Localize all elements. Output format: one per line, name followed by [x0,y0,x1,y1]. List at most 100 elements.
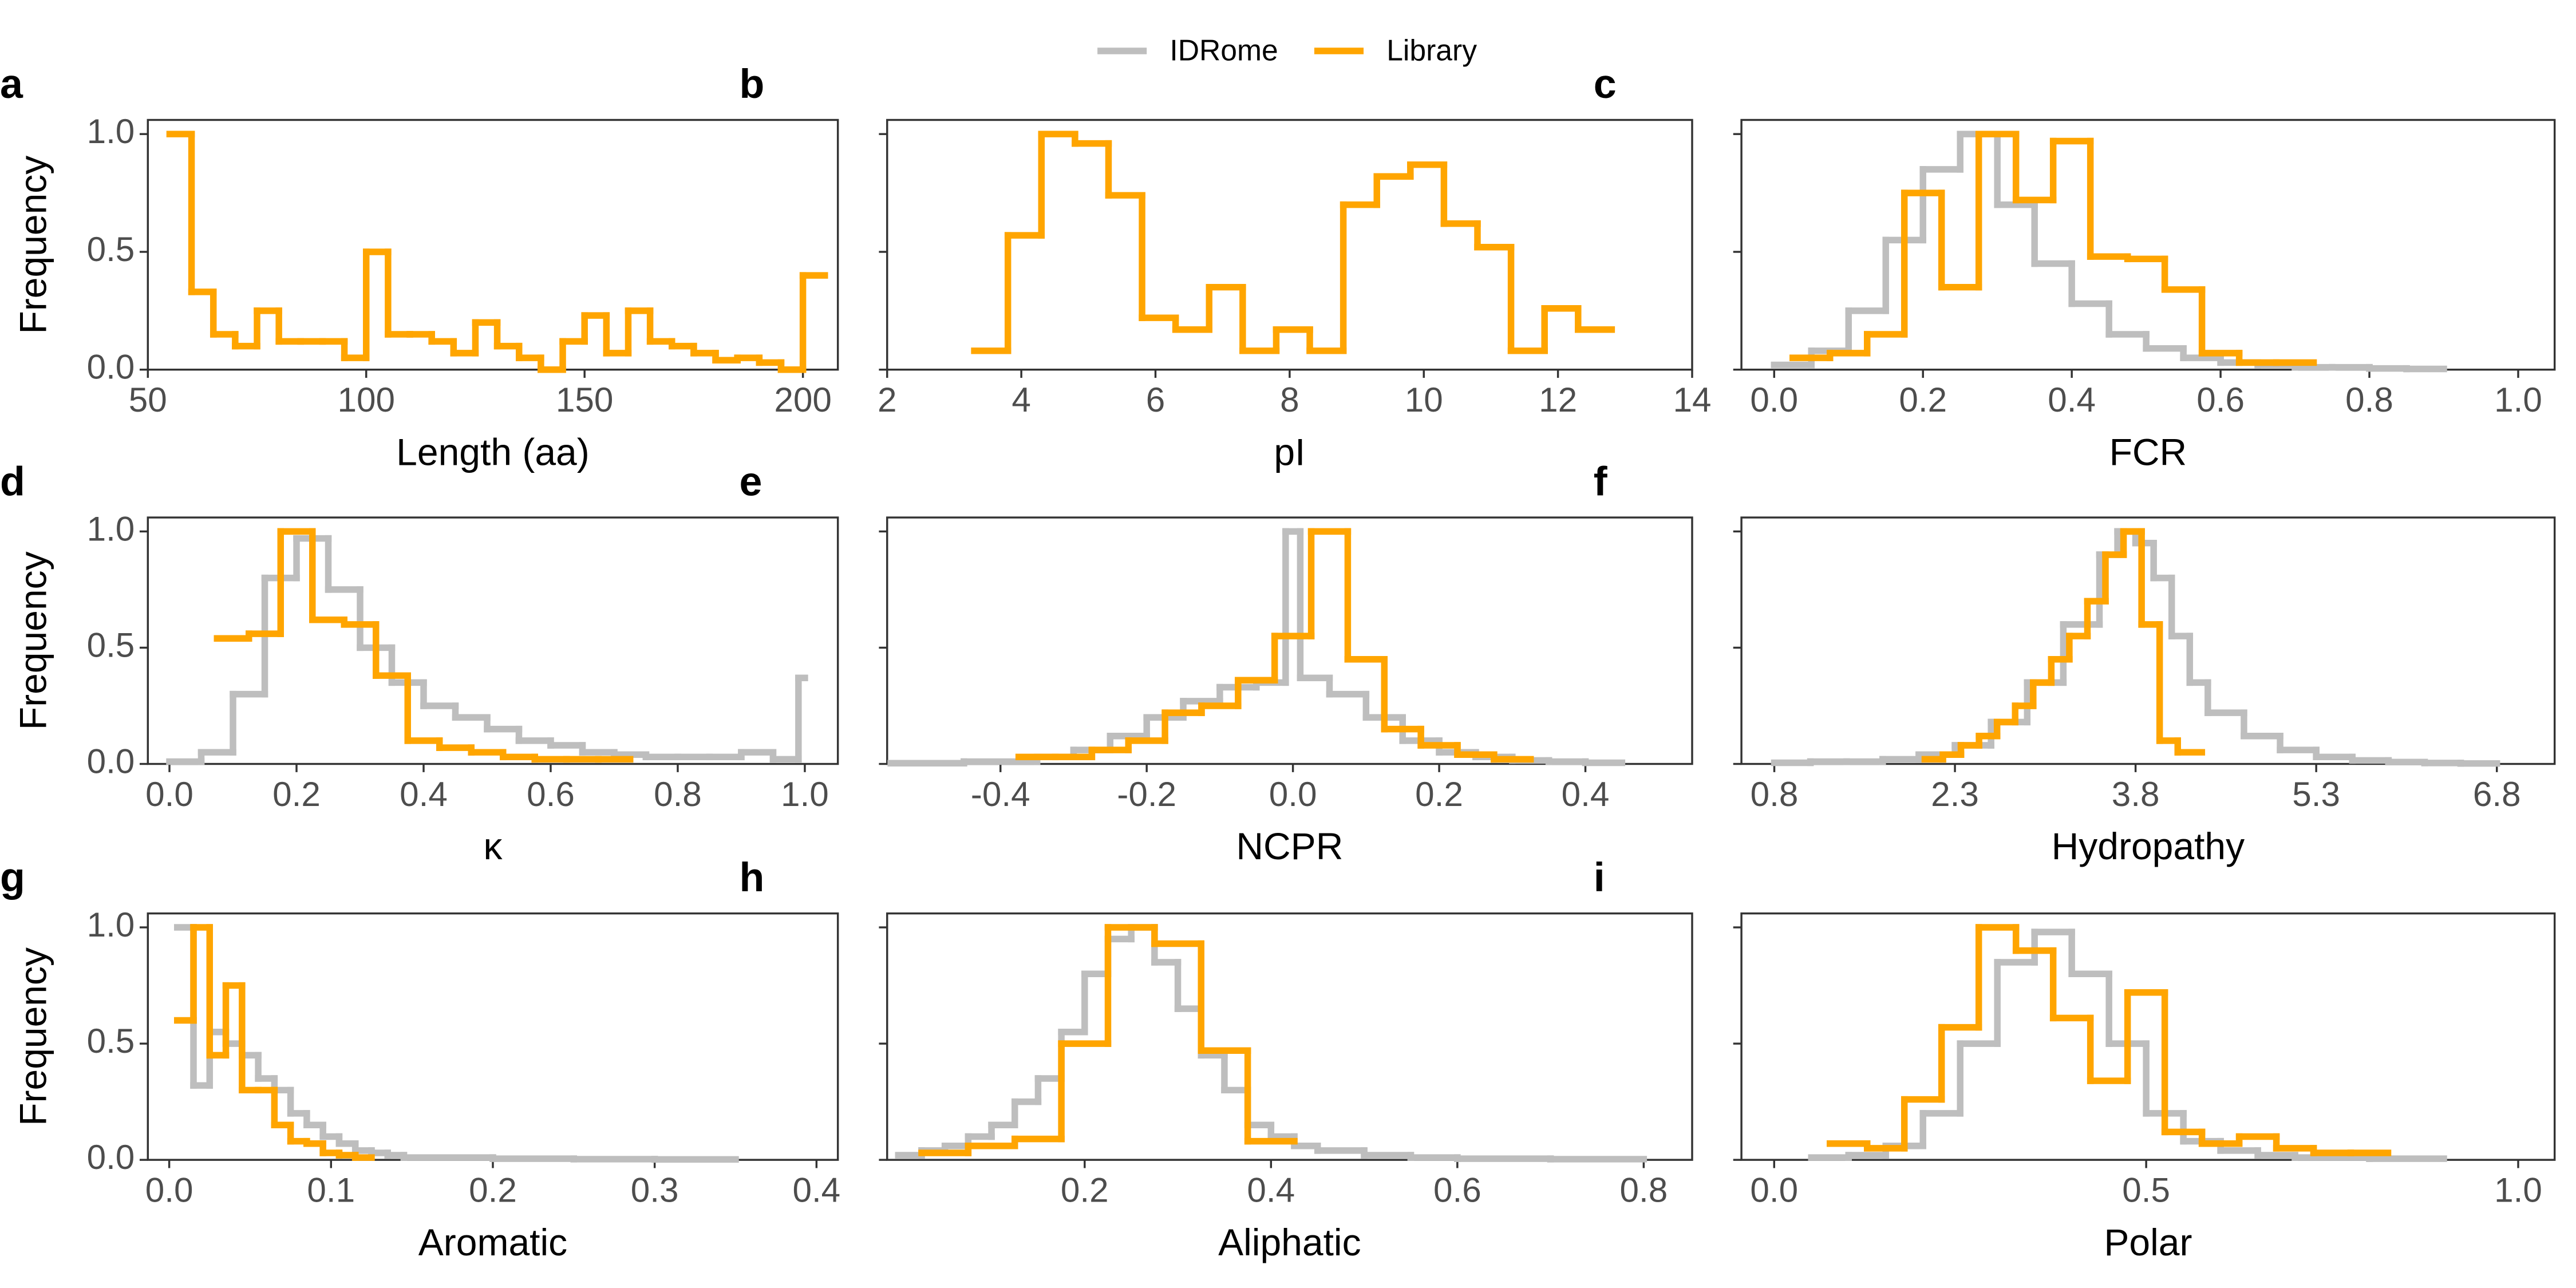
x-tick-label: 200 [774,380,832,419]
series-library [166,131,828,373]
x-tick-label: 12 [1539,380,1577,419]
x-tick-label: 10 [1405,380,1443,419]
x-axis-title: Aromatic [418,1221,567,1263]
x-tick-label: 1.0 [781,775,829,813]
y-axis-title: Frequency [12,947,54,1126]
x-axis-title: FCR [2109,430,2187,473]
x-tick-label: 0.4 [1562,775,1610,813]
x-tick-label: 0.8 [1619,1170,1668,1209]
series-library [1789,131,2317,366]
x-tick-label: -0.4 [971,775,1030,813]
x-tick-label: 0.1 [307,1170,355,1209]
y-tick-label: 1.0 [87,509,135,548]
x-axis-title: pI [1274,430,1305,473]
series-idrome [173,924,739,1163]
x-axis-title: NCPR [1236,825,1343,867]
x-tick-label: 1.0 [2494,380,2542,419]
plot-frame [147,516,839,765]
x-tick-label: 0.5 [2122,1170,2170,1209]
panel-letter: a [0,61,23,107]
series-library [214,528,634,763]
x-axis-title: Length (aa) [396,430,590,473]
x-tick-label: 0.4 [400,775,448,813]
x-tick-label: 0.0 [1750,1170,1798,1209]
x-tick-label: 6.8 [2473,775,2521,813]
x-tick-label: 2 [878,380,897,419]
x-tick-label: 0.8 [1751,775,1799,813]
y-tick-label: 0.5 [87,1021,135,1060]
series-library [971,131,1615,354]
y-tick-label: 0.0 [87,1137,135,1176]
series-library [1827,924,2392,1156]
series-idrome [1771,528,2500,767]
x-tick-label: 100 [337,380,395,419]
x-tick-label: 0.4 [792,1170,840,1209]
x-tick-label: 0.0 [1750,380,1798,419]
series-idrome [887,528,1626,767]
x-tick-label: 0.8 [2345,380,2393,419]
panel-letter: i [1594,855,1605,900]
y-tick-label: 0.5 [87,625,135,664]
x-tick-label: 0.2 [1899,380,1947,419]
x-tick-label: 0.4 [1247,1170,1295,1209]
panel-letter: e [739,459,762,505]
x-tick-label: 150 [556,380,614,419]
y-tick-label: 1.0 [87,905,135,944]
x-tick-label: 0.0 [145,1170,193,1209]
x-tick-label: 6 [1146,380,1165,419]
x-axis-title: Polar [2104,1221,2192,1263]
y-tick-label: 0.0 [87,347,135,386]
y-axis-title: Frequency [12,156,54,334]
panel-letter: h [739,855,764,900]
x-tick-label: -0.2 [1117,775,1176,813]
x-tick-label: 0.3 [631,1170,679,1209]
plot-frame [886,912,1693,1161]
x-tick-label: 0.6 [527,775,575,813]
x-tick-label: 0.2 [469,1170,517,1209]
x-tick-label: 0.2 [1061,1170,1109,1209]
legend-label: Library [1386,33,1477,66]
series-idrome [166,535,808,765]
y-tick-label: 1.0 [87,112,135,151]
x-tick-label: 0.6 [2196,380,2245,419]
x-tick-label: 0.0 [145,775,193,813]
panel-letter: f [1594,459,1608,505]
x-tick-label: 0.0 [1269,775,1317,813]
x-tick-label: 0.6 [1433,1170,1481,1209]
series-library [918,924,1298,1156]
x-tick-label: 0.2 [1415,775,1463,813]
x-tick-label: 14 [1673,380,1711,419]
series-library [173,924,375,1161]
plot-frame [1740,912,2556,1161]
series-idrome [895,924,1647,1163]
plot-frame [147,912,839,1161]
plot-frame [1740,516,2556,765]
x-tick-label: 0.4 [2048,380,2096,419]
series-idrome [1771,131,2447,373]
panel-letter: d [0,459,25,505]
x-tick-label: 1.0 [2494,1170,2542,1209]
x-tick-label: 0.2 [272,775,321,813]
panel-letter: c [1594,61,1617,107]
x-tick-label: 50 [129,380,167,419]
x-axis-title: Hydropathy [2052,825,2245,867]
plot-frame [1740,118,2556,371]
legend-label: IDRome [1170,33,1278,66]
y-tick-label: 0.0 [87,741,135,780]
x-tick-label: 2.3 [1931,775,1979,813]
x-axis-title: Aliphatic [1218,1221,1361,1263]
x-tick-label: 8 [1280,380,1299,419]
x-axis-title: κ [483,825,503,867]
panel-letter: b [739,61,764,107]
plot-frame [886,516,1693,765]
panel-letter: g [0,855,25,900]
y-tick-label: 0.5 [87,230,135,268]
plot-frame [147,118,839,371]
series-library [1921,528,2206,763]
x-tick-label: 0.8 [654,775,702,813]
x-tick-label: 5.3 [2292,775,2340,813]
x-tick-label: 4 [1012,380,1031,419]
series-library [1015,528,1534,763]
